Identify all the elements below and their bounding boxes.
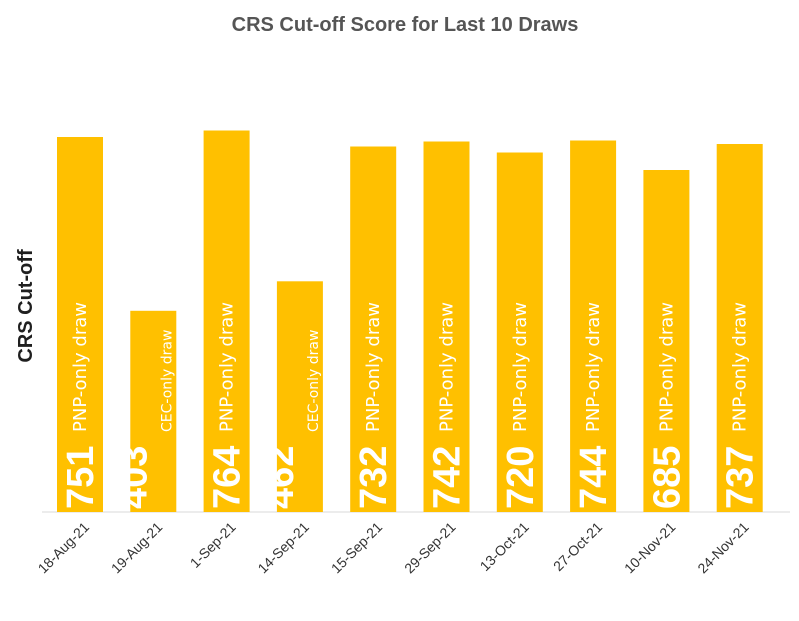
- bar-value-label: 737: [720, 446, 762, 509]
- x-tick-label: 14-Sep-21: [254, 519, 312, 577]
- bar-value-label: 751: [60, 446, 102, 509]
- x-tick-label: 18-Aug-21: [35, 519, 93, 577]
- bar-27-Oct-21: [570, 140, 617, 512]
- bar-value-label: 720: [500, 446, 542, 509]
- bar-type-label: CEC-only draw: [159, 330, 175, 432]
- bar-29-Sep-21: [423, 141, 470, 512]
- bar-value-label: 742: [427, 446, 469, 509]
- y-axis-label: CRS Cut-off: [15, 249, 37, 363]
- bar-18-Aug-21: [57, 137, 103, 512]
- bar-value-label: 732: [353, 446, 395, 509]
- bar-type-label: PNP-only draw: [363, 302, 384, 432]
- bar-type-label: PNP-only draw: [656, 302, 677, 432]
- bar-value-label: 403: [113, 446, 155, 509]
- bar-value-label: 744: [573, 446, 615, 509]
- bar-type-label: PNP-only draw: [217, 302, 238, 432]
- bar-type-label: CEC-only draw: [306, 330, 322, 432]
- bar-1-Sep-21: [203, 130, 250, 512]
- x-tick-label: 29-Sep-21: [401, 519, 459, 577]
- bar-13-Oct-21: [496, 152, 543, 512]
- bar-10-Nov-21: [643, 170, 690, 512]
- bar-type-label: PNP-only draw: [583, 302, 604, 432]
- bar-type-label: PNP-only draw: [70, 302, 91, 432]
- bar-24-Nov-21: [716, 144, 763, 512]
- bar-value-label: 685: [646, 446, 688, 509]
- bar-type-label: PNP-only draw: [730, 302, 751, 432]
- bar-type-label: PNP-only draw: [510, 302, 531, 432]
- bar-15-Sep-21: [350, 146, 397, 512]
- x-tick-label: 24-Nov-21: [694, 519, 752, 577]
- chart-title: CRS Cut-off Score for Last 10 Draws: [232, 14, 579, 36]
- bar-value-label: 462: [260, 446, 302, 509]
- bar-type-label: PNP-only draw: [437, 302, 458, 432]
- bar-19-Aug-21: [130, 310, 177, 512]
- bar-14-Sep-21: [276, 281, 323, 512]
- x-tick-label: 27-Oct-21: [550, 519, 605, 574]
- x-tick-label: 10-Nov-21: [621, 519, 679, 577]
- x-tick-label: 19-Aug-21: [108, 519, 166, 577]
- x-tick-label: 1-Sep-21: [187, 519, 239, 571]
- x-tick-label: 15-Sep-21: [328, 519, 386, 577]
- x-tick-label: 13-Oct-21: [477, 519, 532, 574]
- bar-value-label: 764: [207, 446, 249, 509]
